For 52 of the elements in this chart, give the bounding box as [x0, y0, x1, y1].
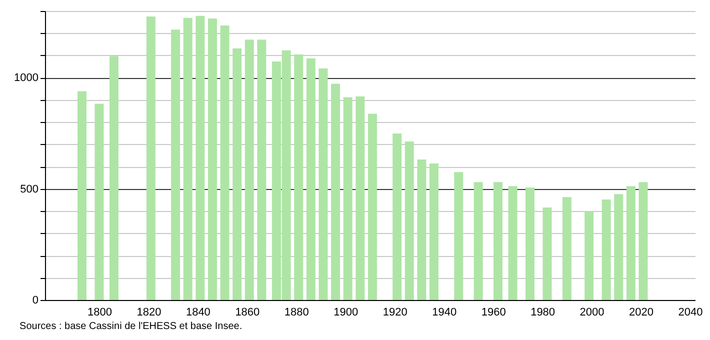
bar	[417, 160, 426, 300]
bar	[614, 194, 624, 300]
bar	[196, 16, 205, 300]
bar	[494, 182, 502, 300]
bar	[257, 40, 266, 300]
bar	[94, 104, 104, 300]
bar	[244, 40, 254, 300]
x-tick-label: 1800	[87, 306, 112, 318]
bar	[208, 18, 217, 300]
bar	[232, 48, 242, 300]
bar	[584, 212, 594, 300]
x-tick-label: 2000	[580, 306, 604, 318]
bar	[343, 97, 352, 300]
x-tick-label: 2040	[678, 306, 703, 318]
bar	[562, 197, 572, 300]
y-tick-label: 500	[20, 183, 38, 196]
bar	[508, 186, 518, 300]
x-tick-label: 1920	[382, 306, 408, 318]
bar	[392, 133, 402, 300]
bar	[602, 200, 611, 300]
bar	[454, 172, 464, 300]
bar	[78, 91, 86, 300]
bar	[626, 186, 636, 300]
bar	[356, 96, 365, 300]
bar	[638, 182, 648, 300]
y-tick-label: 0	[32, 294, 38, 306]
x-tick-label: 1940	[432, 306, 457, 318]
bar	[306, 58, 316, 300]
y-tick-label: 1000	[14, 72, 38, 84]
x-tick-label: 1900	[334, 306, 358, 318]
x-tick-label: 2020	[629, 306, 654, 318]
bar	[331, 84, 340, 300]
bar	[171, 30, 180, 300]
x-tick-label: 1840	[186, 306, 210, 318]
bar	[368, 114, 377, 300]
x-tick-label: 1860	[235, 306, 260, 318]
bar	[430, 164, 438, 300]
x-tick-label: 1960	[481, 306, 506, 318]
bar	[318, 68, 328, 300]
bar	[183, 18, 192, 300]
bar	[220, 25, 230, 300]
bar	[526, 188, 534, 300]
source-note: Sources : base Cassini de l'EHESS et base Insee.	[20, 321, 242, 332]
bar	[146, 16, 156, 300]
bar	[474, 182, 483, 300]
x-tick-label: 1980	[530, 306, 556, 318]
bar	[110, 56, 118, 300]
x-tick-label: 1880	[284, 306, 309, 318]
x-tick-label: 1820	[136, 306, 162, 318]
bar	[404, 141, 414, 300]
bar	[542, 208, 552, 300]
bar	[294, 54, 304, 300]
